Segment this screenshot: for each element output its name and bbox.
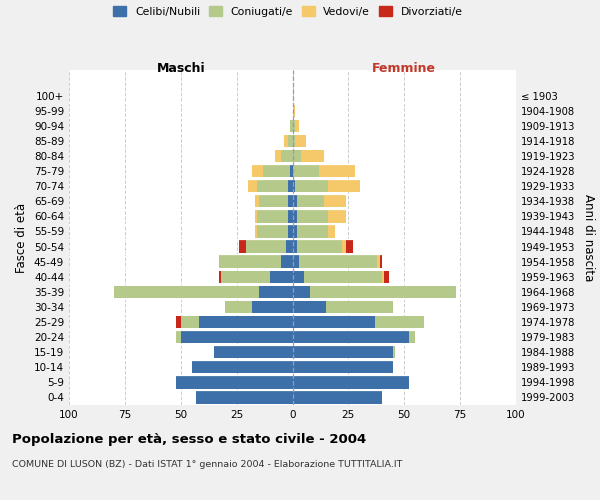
Bar	[176, 376, 293, 388]
Legend: Celibi/Nubili, Coniugati/e, Vedovi/e, Divorziati/e: Celibi/Nubili, Coniugati/e, Vedovi/e, Di…	[110, 3, 466, 20]
Bar	[226, 300, 252, 313]
Bar	[384, 270, 389, 283]
Bar	[196, 392, 293, 404]
Bar	[293, 134, 295, 147]
Bar	[286, 240, 293, 252]
Bar	[293, 361, 393, 374]
Bar	[293, 286, 310, 298]
Bar	[293, 195, 297, 207]
Bar	[214, 346, 293, 358]
Bar	[290, 165, 293, 177]
Bar	[293, 210, 297, 222]
Bar	[299, 256, 377, 268]
Bar	[288, 180, 293, 192]
Bar	[290, 120, 293, 132]
Bar	[293, 180, 295, 192]
Bar	[409, 331, 415, 344]
Bar	[375, 316, 424, 328]
Bar	[295, 180, 328, 192]
Bar	[252, 300, 293, 313]
Bar	[288, 134, 293, 147]
Bar	[319, 165, 355, 177]
Text: Femmine: Femmine	[372, 62, 436, 76]
Bar	[293, 240, 297, 252]
Bar	[297, 240, 341, 252]
Bar	[281, 256, 293, 268]
Bar	[341, 240, 346, 252]
Bar	[293, 316, 375, 328]
Bar	[270, 270, 293, 283]
Bar	[259, 286, 293, 298]
Bar	[176, 316, 181, 328]
Bar	[219, 270, 221, 283]
Bar	[181, 331, 293, 344]
Bar	[293, 226, 297, 237]
Bar	[254, 210, 257, 222]
Text: COMUNE DI LUSON (BZ) - Dati ISTAT 1° gennaio 2004 - Elaborazione TUTTITALIA.IT: COMUNE DI LUSON (BZ) - Dati ISTAT 1° gen…	[12, 460, 403, 469]
Bar	[263, 165, 290, 177]
Bar	[297, 210, 328, 222]
Text: Maschi: Maschi	[157, 62, 205, 76]
Bar	[288, 226, 293, 237]
Bar	[293, 376, 409, 388]
Bar	[176, 331, 181, 344]
Bar	[288, 210, 293, 222]
Bar	[293, 300, 326, 313]
Bar	[328, 210, 346, 222]
Bar	[328, 226, 335, 237]
Bar	[301, 150, 324, 162]
Bar	[181, 316, 199, 328]
Text: Popolazione per età, sesso e stato civile - 2004: Popolazione per età, sesso e stato civil…	[12, 432, 366, 446]
Bar	[192, 361, 293, 374]
Bar	[275, 150, 281, 162]
Bar	[259, 195, 288, 207]
Bar	[245, 240, 286, 252]
Y-axis label: Fasce di età: Fasce di età	[16, 202, 28, 272]
Bar	[297, 226, 328, 237]
Bar	[377, 256, 380, 268]
Bar	[257, 210, 288, 222]
Bar	[346, 240, 353, 252]
Bar	[293, 165, 319, 177]
Bar	[221, 270, 270, 283]
Bar	[257, 180, 288, 192]
Bar	[293, 346, 393, 358]
Bar	[380, 256, 382, 268]
Bar	[239, 240, 245, 252]
Bar	[304, 270, 382, 283]
Bar	[293, 104, 295, 117]
Bar	[293, 392, 382, 404]
Bar	[114, 286, 259, 298]
Bar	[199, 316, 293, 328]
Bar	[295, 134, 306, 147]
Bar	[382, 270, 384, 283]
Bar	[295, 120, 299, 132]
Bar	[252, 165, 263, 177]
Bar	[248, 180, 257, 192]
Bar	[324, 195, 346, 207]
Bar	[293, 256, 299, 268]
Bar	[254, 195, 259, 207]
Bar	[326, 300, 393, 313]
Bar	[293, 120, 295, 132]
Bar	[393, 346, 395, 358]
Bar	[288, 195, 293, 207]
Bar	[293, 150, 301, 162]
Bar	[281, 150, 293, 162]
Bar	[219, 256, 281, 268]
Bar	[297, 195, 324, 207]
Bar	[310, 286, 455, 298]
Bar	[257, 226, 288, 237]
Bar	[254, 226, 257, 237]
Bar	[284, 134, 288, 147]
Bar	[293, 270, 304, 283]
Bar	[293, 331, 409, 344]
Bar	[328, 180, 359, 192]
Y-axis label: Anni di nascita: Anni di nascita	[582, 194, 595, 281]
